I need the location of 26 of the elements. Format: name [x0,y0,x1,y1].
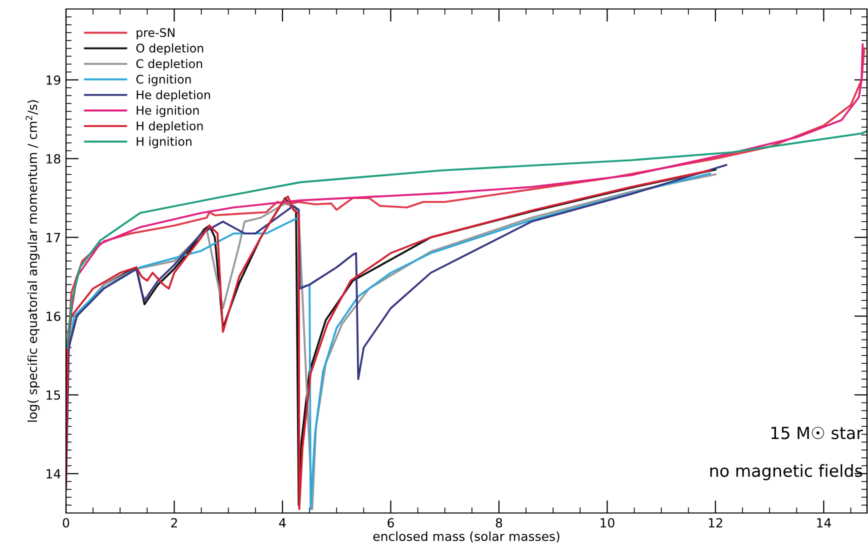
annotation: 15 M☉ star [771,426,863,440]
legend-label: C depletion [136,59,202,70]
legend-label: H depletion [136,121,203,133]
x-tick-label: 0 [62,518,70,528]
y-tick-label: 14 [46,469,60,478]
x-tick-label: 8 [496,518,502,528]
y-tick-label: 18 [46,154,60,164]
legend-label: H ignition [136,136,192,148]
x-tick-label: 2 [171,518,177,528]
y-axis-title: log( specific equatorial angular momentum / cm$^{2}$/s) [26,100,40,422]
annotation: no magnetic fields [710,464,862,480]
x-tick-label: 4 [279,518,286,528]
x-tick-label: 10 [600,518,614,528]
y-tick-label: 16 [46,312,60,322]
x-tick-label: 6 [388,518,394,528]
legend-label: He depletion [136,90,210,102]
x-tick-label: 12 [708,518,722,528]
y-tick-label: 15 [46,390,60,400]
y-tick-label: 17 [46,233,60,242]
y-tick-label: 19 [46,75,60,85]
x-tick-label: 14 [817,518,831,528]
legend-label: C ignition [136,74,191,86]
legend-label: He ignition [136,106,199,118]
legend-label: O depletion [136,43,204,55]
x-axis-title: enclosed mass (solar masses) [373,531,560,542]
legend-label: pre-SN [136,28,174,40]
